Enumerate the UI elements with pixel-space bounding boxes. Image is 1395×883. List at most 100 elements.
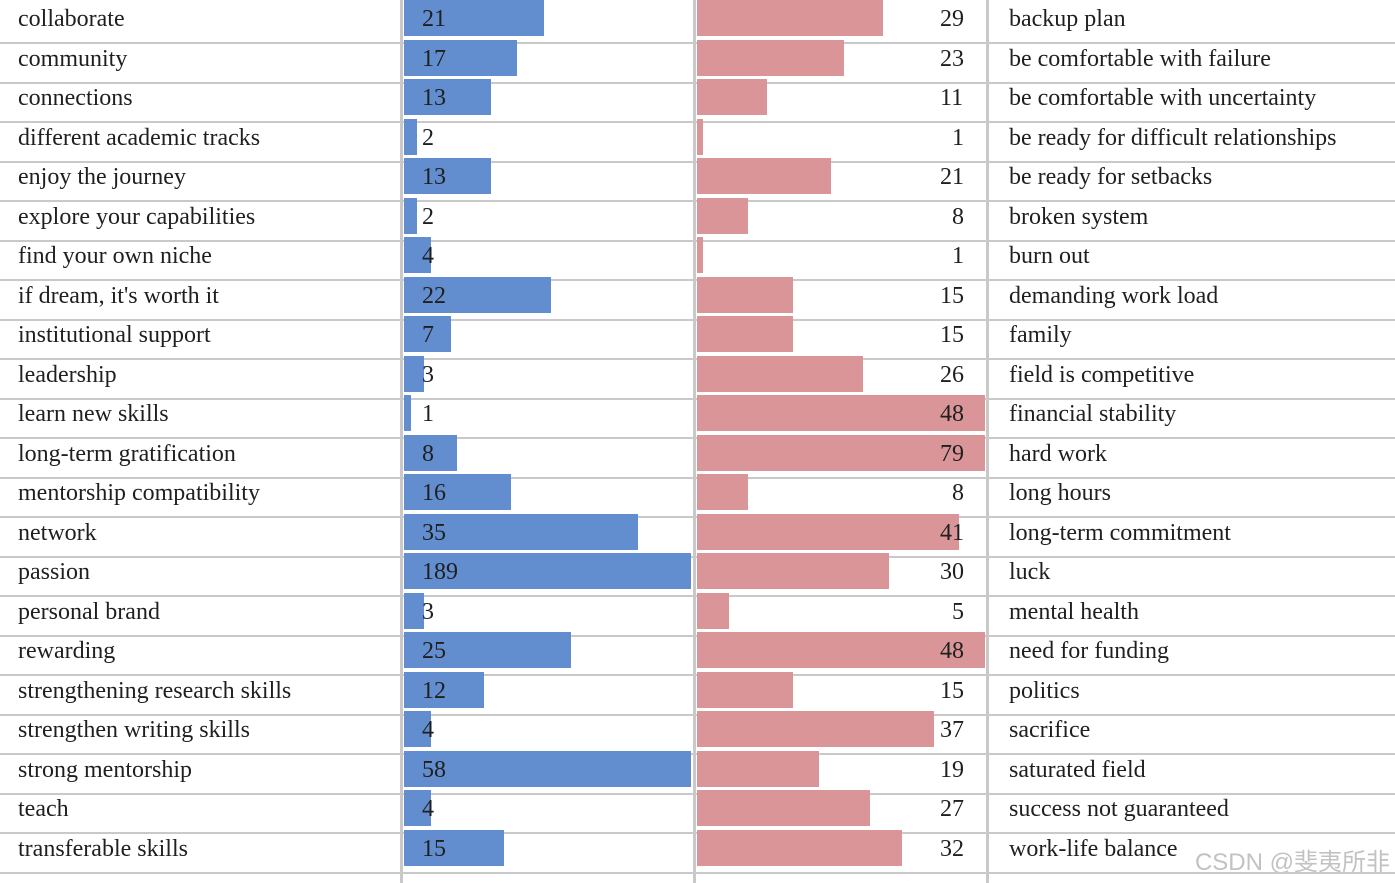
right-category-label: be ready for setbacks: [1009, 164, 1213, 190]
right-value-label: 8: [952, 203, 964, 230]
right-value-label: 41: [940, 519, 964, 546]
left-bar: [404, 118, 418, 155]
right-value-label: 19: [940, 756, 964, 783]
left-value-label: 2: [422, 203, 434, 230]
right-category-label: work-life balance: [1009, 835, 1178, 862]
left-value-label: 1: [422, 401, 434, 427]
left-bar: [404, 316, 451, 352]
right-bar: [697, 750, 819, 787]
left-category-label: strong mentorship: [18, 756, 192, 783]
right-category-label: field is competitive: [1009, 361, 1195, 388]
left-bar: [404, 276, 551, 313]
right-value-label: 15: [940, 677, 964, 704]
right-value-label: 15: [940, 322, 964, 348]
left-bar: [404, 592, 425, 629]
right-category-label: need for funding: [1009, 638, 1169, 664]
row-divider: [0, 872, 1395, 874]
left-bar: [404, 158, 491, 194]
left-value-label: 3: [422, 361, 434, 388]
right-value-label: 26: [940, 361, 964, 388]
left-category-label: teach: [18, 796, 69, 822]
left-bar: [404, 790, 431, 826]
left-value-label: 25: [422, 638, 446, 664]
middle-column-divider: [693, 0, 696, 883]
right-bar: [697, 316, 793, 352]
right-bar: [697, 474, 749, 510]
right-category-label: financial stability: [1009, 401, 1177, 427]
right-bar: [697, 39, 845, 76]
right-value-label: 29: [940, 6, 964, 32]
left-category-label: collaborate: [18, 6, 125, 32]
right-bar: [697, 79, 768, 115]
left-bar: [404, 237, 431, 273]
left-value-label: 3: [422, 598, 434, 625]
right-bar: [697, 0, 883, 36]
left-value-label: 58: [422, 756, 446, 783]
left-category-label: if dream, it's worth it: [18, 282, 219, 309]
right-category-label: broken system: [1009, 203, 1149, 230]
left-value-label: 16: [422, 480, 446, 506]
left-bar: [404, 355, 425, 392]
left-category-label: institutional support: [18, 322, 211, 348]
right-category-label: saturated field: [1009, 756, 1146, 783]
left-bar: [404, 632, 571, 668]
right-category-label: be ready for difficult relationships: [1009, 124, 1337, 151]
left-category-label: transferable skills: [18, 835, 188, 862]
right-value-label: 1: [952, 243, 964, 269]
left-value-label: 4: [422, 243, 434, 269]
left-value-label: 35: [422, 519, 446, 546]
left-bar: [404, 750, 691, 787]
right-value-label: 21: [940, 164, 964, 190]
right-value-label: 15: [940, 282, 964, 309]
right-value-label: 48: [940, 401, 964, 427]
right-category-label: politics: [1009, 677, 1080, 704]
left-value-label: 17: [422, 45, 446, 72]
left-bar: [404, 553, 691, 589]
left-category-label: find your own niche: [18, 243, 212, 269]
left-value-label: 22: [422, 282, 446, 309]
right-category-label: be comfortable with uncertainty: [1009, 85, 1317, 111]
right-category-label: luck: [1009, 559, 1051, 585]
right-category-label: hard work: [1009, 440, 1107, 467]
right-category-label: be comfortable with failure: [1009, 45, 1271, 72]
right-category-label: demanding work load: [1009, 282, 1219, 309]
right-value-label: 32: [940, 835, 964, 862]
right-bar: [697, 711, 934, 747]
left-category-label: leadership: [18, 361, 117, 388]
left-category-label: different academic tracks: [18, 124, 261, 151]
right-value-label: 27: [940, 796, 964, 822]
right-bar: [697, 434, 985, 471]
right-value-label: 1: [952, 124, 964, 151]
right-bar: [697, 671, 793, 708]
left-value-label: 8: [422, 440, 434, 467]
right-bar: [697, 513, 960, 550]
right-bar: [697, 632, 985, 668]
right-value-label: 30: [940, 559, 964, 585]
left-category-label: learn new skills: [18, 401, 169, 427]
right-bar: [697, 158, 832, 194]
right-bar: [697, 395, 985, 431]
left-bar: [404, 197, 418, 234]
left-column-divider: [400, 0, 403, 883]
left-category-label: enjoy the journey: [18, 164, 186, 190]
left-category-label: strengthening research skills: [18, 677, 292, 704]
left-value-label: 4: [422, 796, 434, 822]
right-value-label: 48: [940, 638, 964, 664]
left-category-label: network: [18, 519, 97, 546]
left-value-label: 13: [422, 164, 446, 190]
left-value-label: 12: [422, 677, 446, 704]
right-value-label: 11: [940, 85, 964, 111]
right-value-label: 5: [952, 598, 964, 625]
right-bar: [697, 197, 749, 234]
left-bar: [404, 513, 638, 550]
right-value-label: 37: [940, 717, 964, 743]
left-category-label: mentorship compatibility: [18, 480, 260, 506]
right-value-label: 8: [952, 480, 964, 506]
left-bar: [404, 39, 518, 76]
left-value-label: 7: [422, 322, 434, 348]
left-category-label: connections: [18, 85, 133, 111]
left-bar: [404, 0, 545, 36]
right-bar: [697, 355, 864, 392]
right-category-label: burn out: [1009, 243, 1090, 269]
